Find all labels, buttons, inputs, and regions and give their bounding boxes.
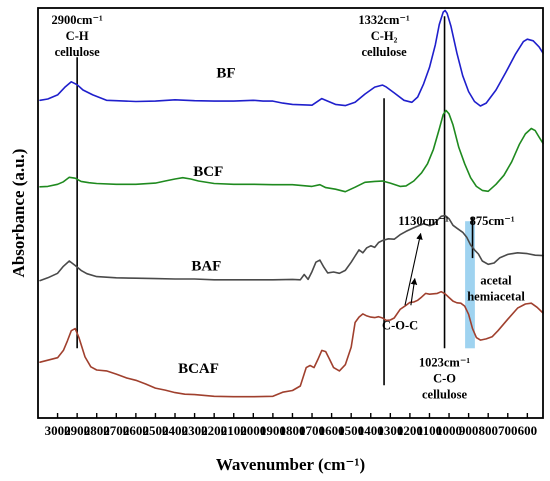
x-tick-label-1400: 1400 [358, 423, 384, 438]
x-tick-label-1700: 1700 [299, 423, 325, 438]
x-tick-label-700: 700 [498, 423, 518, 438]
x-tick-label-1900: 1900 [260, 423, 286, 438]
x-tick-label-1000: 1000 [436, 423, 462, 438]
highlight-band-layer [465, 221, 475, 349]
x-axis-title: Wavenumber (cm⁻¹) [216, 455, 365, 474]
x-tick-label-2400: 2400 [162, 423, 188, 438]
annotation-5: acetal hemiacetal [467, 274, 525, 304]
x-tick-label-1300: 1300 [377, 423, 403, 438]
series-label-bf: BF [216, 66, 235, 82]
annotation-4: 875cm⁻¹ [470, 214, 515, 228]
series-label-bcaf: BCAF [178, 361, 219, 377]
series-label-bcf: BCF [193, 164, 223, 180]
annotation-1: 2900cm⁻¹ C-H cellulose [51, 13, 103, 59]
annotation-3: 1130cm⁻¹ [398, 214, 449, 228]
x-tick-label-1100: 1100 [417, 423, 442, 438]
series-line-bcf [39, 109, 544, 193]
annotation-arrow-2 [410, 277, 418, 306]
plot-frame [37, 7, 544, 419]
x-axis-ticks: 3000290028002700260025002400230022002100… [45, 413, 538, 438]
series-labels-layer: BF BCF BAF BCAF [178, 66, 235, 377]
x-tick-label-600: 600 [518, 423, 538, 438]
x-tick-label-2800: 2800 [84, 423, 110, 438]
x-tick-label-1500: 1500 [338, 423, 364, 438]
series-line-bf [39, 9, 544, 107]
x-tick-label-1200: 1200 [397, 423, 423, 438]
annotation-arrow-1 [404, 232, 423, 306]
arrows-layer [404, 232, 423, 306]
series-label-baf: BAF [191, 258, 221, 274]
series-line-baf [39, 214, 544, 282]
x-tick-label-3000: 3000 [45, 423, 71, 438]
x-tick-label-2700: 2700 [103, 423, 129, 438]
x-tick-label-1600: 1600 [319, 423, 345, 438]
y-axis-title: Absorbance (a.u.) [9, 149, 28, 278]
x-tick-label-2000: 2000 [240, 423, 266, 438]
x-tick-label-2300: 2300 [182, 423, 208, 438]
x-tick-label-2600: 2600 [123, 423, 149, 438]
annotation-2: 1332cm⁻¹ C-H₂ cellulose [358, 13, 410, 59]
series-line-bcaf [39, 290, 544, 398]
x-tick-label-1800: 1800 [279, 423, 305, 438]
x-tick-label-2100: 2100 [221, 423, 247, 438]
highlight-band [465, 221, 475, 349]
spectra-layer [39, 9, 544, 398]
x-tick-label-800: 800 [478, 423, 498, 438]
x-tick-label-2200: 2200 [201, 423, 227, 438]
annotation-6: C-O-C [382, 319, 418, 333]
x-tick-label-2500: 2500 [142, 423, 168, 438]
x-tick-label-900: 900 [459, 423, 479, 438]
annotation-7: 1023cm⁻¹ C-O cellulose [419, 356, 471, 402]
annotations-layer: 2900cm⁻¹ C-H cellulose 1332cm⁻¹ C-H₂ cellulos… [51, 13, 525, 401]
x-tick-label-2900: 2900 [64, 423, 90, 438]
